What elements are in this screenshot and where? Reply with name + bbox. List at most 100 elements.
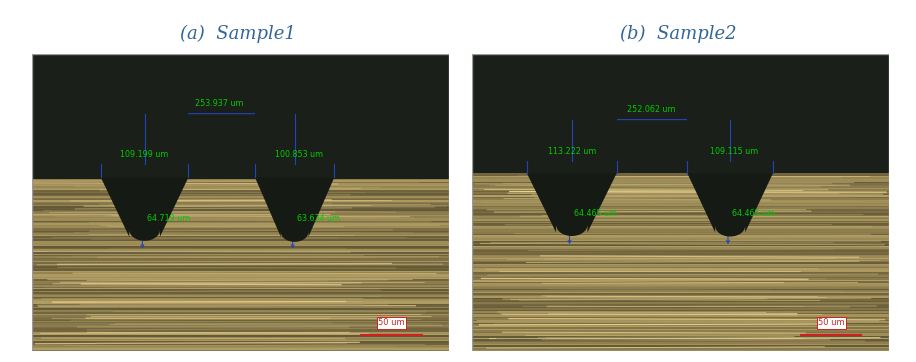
- Bar: [472, 324, 889, 326]
- Text: 109.199 um: 109.199 um: [120, 150, 169, 159]
- Bar: [472, 317, 889, 319]
- Bar: [32, 321, 449, 323]
- Bar: [472, 194, 889, 195]
- Bar: [472, 223, 889, 225]
- Bar: [32, 287, 449, 288]
- Bar: [472, 323, 889, 324]
- Bar: [472, 305, 889, 307]
- Bar: [32, 282, 449, 284]
- Bar: [472, 274, 889, 275]
- Bar: [472, 316, 889, 317]
- Polygon shape: [101, 177, 189, 241]
- Bar: [32, 314, 449, 315]
- Text: 109.115 um: 109.115 um: [710, 147, 758, 156]
- Bar: [32, 223, 449, 225]
- Text: (b)  Sample2: (b) Sample2: [619, 25, 736, 43]
- Bar: [472, 287, 889, 289]
- Bar: [32, 202, 449, 203]
- Bar: [472, 292, 889, 293]
- Bar: [472, 215, 889, 216]
- Bar: [32, 261, 449, 262]
- Bar: [32, 308, 449, 310]
- Bar: [472, 296, 889, 298]
- Bar: [472, 186, 889, 188]
- Bar: [32, 318, 449, 320]
- Bar: [32, 186, 449, 188]
- Bar: [472, 289, 889, 290]
- Bar: [32, 179, 449, 180]
- Bar: [472, 249, 889, 250]
- Bar: [32, 218, 449, 219]
- Bar: [472, 307, 889, 308]
- Bar: [472, 273, 889, 274]
- Bar: [472, 210, 889, 212]
- Bar: [472, 299, 889, 301]
- Bar: [472, 181, 889, 182]
- Bar: [32, 264, 449, 265]
- Bar: [472, 308, 889, 310]
- Bar: [472, 311, 889, 312]
- Bar: [472, 177, 889, 179]
- Bar: [472, 312, 889, 314]
- Bar: [472, 240, 889, 241]
- Bar: [32, 232, 449, 233]
- Bar: [32, 275, 449, 277]
- Bar: [472, 255, 889, 256]
- Bar: [32, 334, 449, 335]
- Bar: [472, 310, 889, 311]
- Bar: [472, 298, 889, 299]
- Bar: [472, 281, 889, 283]
- Bar: [472, 228, 889, 230]
- Bar: [472, 179, 889, 181]
- Bar: [32, 290, 449, 291]
- Bar: [32, 331, 449, 332]
- Bar: [32, 249, 449, 251]
- Bar: [472, 207, 889, 209]
- Bar: [472, 243, 889, 244]
- Bar: [472, 275, 889, 277]
- Bar: [32, 235, 449, 236]
- Bar: [32, 323, 449, 324]
- Bar: [32, 255, 449, 256]
- Bar: [472, 213, 889, 215]
- Bar: [472, 271, 889, 273]
- Bar: [472, 348, 889, 350]
- Bar: [32, 315, 449, 317]
- Bar: [32, 277, 449, 278]
- Bar: [472, 336, 889, 338]
- Bar: [472, 54, 889, 173]
- Bar: [32, 272, 449, 274]
- Bar: [472, 220, 889, 222]
- Bar: [32, 212, 449, 214]
- Bar: [472, 321, 889, 323]
- Bar: [32, 189, 449, 190]
- Bar: [32, 337, 449, 338]
- Bar: [32, 265, 449, 266]
- Bar: [472, 235, 889, 237]
- Bar: [32, 183, 449, 185]
- Bar: [472, 338, 889, 339]
- Bar: [472, 244, 889, 246]
- Bar: [472, 350, 889, 351]
- Bar: [32, 192, 449, 193]
- Bar: [472, 238, 889, 240]
- Bar: [32, 299, 449, 301]
- Bar: [32, 304, 449, 305]
- Bar: [472, 173, 889, 351]
- Bar: [472, 258, 889, 259]
- Bar: [32, 179, 449, 351]
- Bar: [32, 196, 449, 198]
- Bar: [472, 347, 889, 348]
- Bar: [472, 209, 889, 210]
- Bar: [32, 219, 449, 220]
- Bar: [32, 269, 449, 271]
- Bar: [472, 335, 889, 336]
- Bar: [472, 265, 889, 266]
- Bar: [32, 335, 449, 337]
- Bar: [472, 173, 889, 174]
- Bar: [32, 311, 449, 312]
- Bar: [472, 342, 889, 344]
- Bar: [472, 331, 889, 332]
- Bar: [32, 328, 449, 330]
- Bar: [472, 206, 889, 207]
